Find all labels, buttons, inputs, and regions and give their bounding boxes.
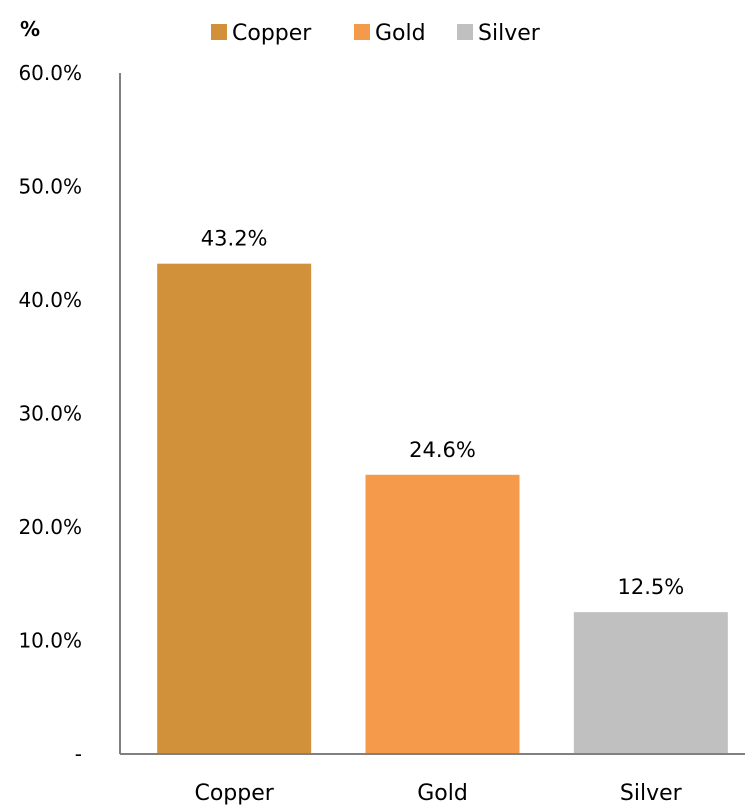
y-tick-label: 20.0%	[18, 515, 82, 539]
legend-swatch-gold	[354, 24, 370, 40]
data-label-copper: 43.2%	[201, 227, 268, 251]
y-axis-ticks: - 10.0% 20.0% 30.0% 40.0% 50.0% 60.0%	[18, 61, 82, 766]
legend-swatch-copper	[211, 24, 227, 40]
x-axis-labels: Copper Gold Silver	[194, 781, 682, 806]
data-labels: 43.2% 24.6% 12.5%	[201, 227, 684, 599]
y-tick-label: -	[75, 742, 82, 766]
y-tick-label: 30.0%	[18, 402, 82, 426]
x-tick-label-copper: Copper	[194, 781, 274, 806]
legend-label-gold: Gold	[375, 21, 426, 46]
legend-label-copper: Copper	[232, 21, 312, 46]
bar-silver	[573, 612, 728, 754]
legend: Copper Gold Silver	[211, 21, 541, 46]
y-tick-label: 40.0%	[18, 288, 82, 312]
y-tick-label: 60.0%	[18, 61, 82, 85]
data-label-gold: 24.6%	[409, 438, 476, 462]
legend-swatch-silver	[457, 24, 473, 40]
y-axis-unit-label: %	[20, 17, 40, 41]
legend-label-silver: Silver	[478, 21, 541, 46]
data-label-silver: 12.5%	[617, 575, 684, 599]
x-tick-label-gold: Gold	[417, 781, 468, 806]
bar-gold	[365, 474, 520, 754]
bars	[157, 263, 728, 754]
x-tick-label-silver: Silver	[620, 781, 683, 806]
y-tick-label: 50.0%	[18, 175, 82, 199]
bar-copper	[157, 263, 312, 754]
y-tick-label: 10.0%	[18, 629, 82, 653]
